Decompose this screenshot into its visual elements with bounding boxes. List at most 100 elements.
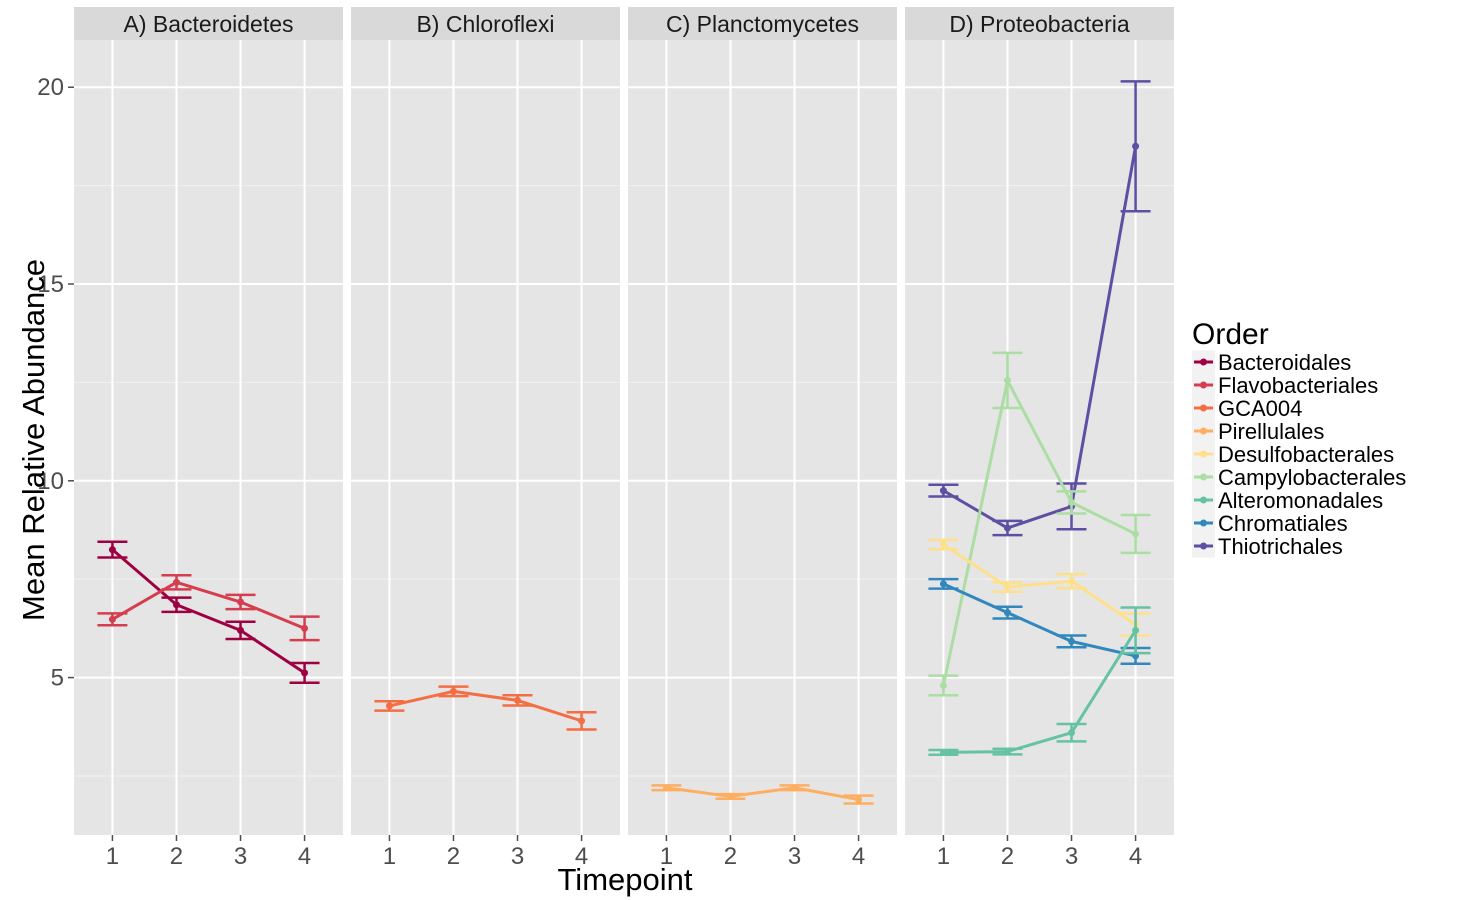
data-point — [108, 615, 116, 623]
legend-key-point — [1200, 427, 1207, 435]
legend-key-point — [1200, 519, 1207, 527]
x-tick-label: 1 — [106, 843, 119, 870]
x-tick-label: 4 — [852, 843, 865, 870]
data-point — [939, 681, 947, 689]
data-point — [1068, 498, 1076, 506]
series-line — [111, 548, 306, 675]
data-point — [1068, 637, 1076, 645]
data-point — [1003, 524, 1011, 532]
x-axis-title: Timepoint — [558, 862, 693, 897]
data-point — [172, 601, 180, 609]
data-point — [939, 748, 947, 756]
legend: Order BacteroidalesFlavobacterialesGCA00… — [1192, 318, 1406, 559]
y-tick-label: 20 — [37, 74, 64, 101]
data-point — [172, 578, 180, 586]
facet-strip — [628, 7, 897, 40]
data-point — [726, 792, 734, 800]
series-alteromonadales — [928, 606, 1151, 756]
facet-strip — [74, 7, 343, 40]
legend-key-point — [1200, 542, 1207, 550]
data-point — [1003, 609, 1011, 617]
panel-1: A) Bacteroidetes 1 2 3 4 — [74, 7, 343, 870]
legend-key-point — [1200, 381, 1207, 389]
panel-4: D) Proteobacteria 1 2 3 4 — [905, 7, 1174, 870]
data-point — [1003, 376, 1011, 384]
legend-item: Campylobacterales — [1192, 465, 1406, 490]
legend-key-point — [1200, 496, 1207, 504]
legend-label: Thiotrichales — [1218, 534, 1343, 559]
data-point — [578, 717, 586, 725]
series-line — [942, 145, 1138, 530]
data-point — [855, 796, 863, 804]
data-point — [301, 669, 309, 677]
plot-background — [905, 40, 1174, 835]
legend-title: Order — [1192, 318, 1269, 351]
series-line — [942, 582, 1136, 658]
data-point — [449, 687, 457, 695]
facet-strip — [351, 7, 620, 40]
legend-item: Flavobacteriales — [1192, 373, 1378, 398]
y-axis: 5 10 15 20 — [37, 74, 74, 692]
legend-label: Chromatiales — [1218, 511, 1348, 536]
x-tick-label: 4 — [1129, 843, 1142, 870]
data-point — [1068, 577, 1076, 585]
series-gca004 — [374, 685, 597, 731]
data-point — [1003, 583, 1011, 591]
series-campylobacterales — [928, 351, 1151, 697]
legend-item: Pirellulales — [1192, 419, 1324, 444]
data-point — [514, 696, 522, 704]
x-tick-label: 2 — [170, 843, 183, 870]
data-point — [301, 624, 309, 632]
series-thiotrichales — [928, 80, 1151, 537]
plot-background — [351, 40, 620, 835]
series-line — [666, 786, 859, 802]
x-tick-label: 2 — [447, 843, 460, 870]
x-tick-label: 3 — [234, 843, 247, 870]
x-tick-label: 1 — [937, 843, 950, 870]
series-line — [389, 689, 583, 723]
data-point — [237, 626, 245, 634]
legend-label: Campylobacterales — [1218, 465, 1406, 490]
facet-strip — [905, 7, 1174, 40]
data-point — [237, 598, 245, 606]
legend-item: Alteromonadales — [1192, 488, 1383, 513]
series-flavobacteriales — [97, 573, 320, 642]
series-line — [941, 378, 1137, 686]
data-point — [939, 580, 947, 588]
panel-3: C) Planctomycetes 1 2 3 4 — [628, 7, 897, 870]
legend-label: Desulfobacterales — [1218, 442, 1394, 467]
series-line — [111, 580, 306, 630]
data-point — [385, 702, 393, 710]
legend-key-point — [1200, 473, 1207, 481]
y-axis-title: Mean Relative Abundance — [16, 259, 51, 621]
x-tick-label: 3 — [1065, 843, 1078, 870]
legend-key-point — [1200, 404, 1207, 412]
legend-label: GCA004 — [1218, 396, 1302, 421]
y-tick-label: 15 — [37, 271, 64, 298]
plot-background — [628, 40, 897, 835]
legend-label: Flavobacteriales — [1218, 373, 1378, 398]
legend-item: Bacteroidales — [1192, 350, 1351, 375]
panel-2: B) Chloroflexi 1 2 3 4 — [351, 7, 620, 870]
legend-key-point — [1200, 358, 1207, 366]
series-bacteroidales — [97, 540, 320, 684]
legend-item: Chromatiales — [1192, 511, 1348, 536]
facet-strip-label: D) Proteobacteria — [949, 11, 1129, 37]
y-tick-label: 10 — [37, 468, 64, 495]
facet-strip-label: C) Planctomycetes — [666, 11, 859, 37]
x-tick-label: 1 — [660, 843, 673, 870]
legend-label: Alteromonadales — [1218, 488, 1383, 513]
legend-key-point — [1200, 450, 1207, 458]
series-line — [943, 629, 1137, 754]
legend-item: Thiotrichales — [1192, 534, 1343, 559]
series-pirellulales — [651, 784, 874, 805]
data-point — [939, 487, 947, 495]
data-point — [1132, 626, 1140, 634]
series-line — [942, 543, 1137, 626]
x-tick-label: 1 — [383, 843, 396, 870]
x-tick-label: 3 — [788, 843, 801, 870]
data-point — [662, 784, 670, 792]
x-tick-label: 4 — [298, 843, 311, 870]
